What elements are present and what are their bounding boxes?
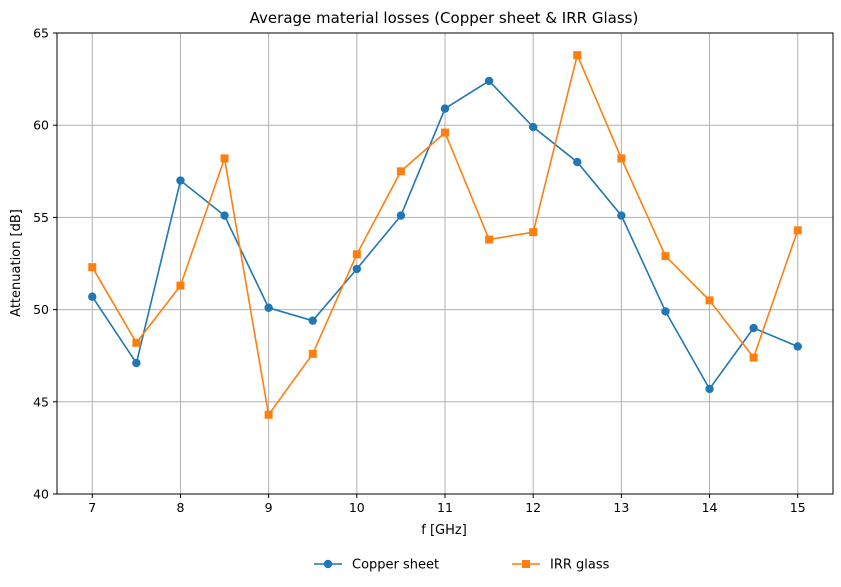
chart-title: Average material losses (Copper sheet & … [250,9,639,27]
data-point [749,323,758,333]
data-point [528,122,538,132]
legend-label: IRR glass [550,558,610,573]
data-point [88,263,97,272]
y-tick-label: 65 [33,26,49,41]
x-axis: 7 8 9 10 11 12 13 14 15 [88,494,806,515]
data-point [705,296,714,305]
data-point [749,353,758,362]
y-tick-label: 45 [33,394,49,409]
data-point [484,76,494,86]
x-axis-label: f [GHz] [421,523,467,538]
legend-item: IRR glass [512,558,610,573]
data-point [176,176,185,185]
x-tick-label: 12 [525,500,541,515]
data-point [352,264,362,274]
data-point [264,410,273,419]
grid [57,32,833,495]
data-point [485,235,494,244]
series-1 [88,51,802,419]
x-tick-label: 7 [88,500,96,515]
x-tick-label: 10 [349,500,365,515]
data-point [573,51,582,60]
data-point [573,157,582,167]
data-point [661,307,670,316]
series-group [88,51,802,419]
legend-marker [522,560,530,568]
data-point [88,292,97,301]
data-point [308,349,317,358]
data-point [661,252,670,261]
data-point [176,281,185,290]
data-point [308,316,317,325]
data-point [440,104,450,113]
data-point [396,211,406,220]
data-point [793,226,802,235]
legend-item: Copper sheet [314,558,439,573]
y-axis-label: Attenuation [dB] [9,209,24,317]
y-tick-label: 55 [33,210,49,225]
data-point [617,211,626,220]
data-point [264,303,273,312]
data-point [220,211,229,220]
x-tick-label: 15 [790,500,806,515]
data-point [441,128,449,137]
data-point [793,342,802,351]
y-axis: 40 45 50 55 60 65 [33,26,57,502]
series-0 [88,76,802,394]
y-tick-label: 60 [33,118,49,133]
data-point [132,338,141,347]
legend: Copper sheet IRR glass [314,558,610,573]
data-point [705,384,714,394]
x-tick-label: 13 [613,500,629,515]
data-point [529,228,538,237]
data-point [132,358,141,368]
data-point [352,250,361,259]
legend-label: Copper sheet [352,558,439,573]
data-point [220,154,229,163]
data-point [617,154,626,163]
data-point [396,167,405,176]
y-tick-label: 40 [33,487,49,502]
x-tick-label: 14 [702,500,718,515]
y-tick-label: 50 [33,302,49,317]
x-tick-label: 8 [176,500,184,515]
x-tick-label: 9 [265,500,273,515]
legend-marker [323,559,333,569]
x-tick-label: 11 [437,500,453,515]
